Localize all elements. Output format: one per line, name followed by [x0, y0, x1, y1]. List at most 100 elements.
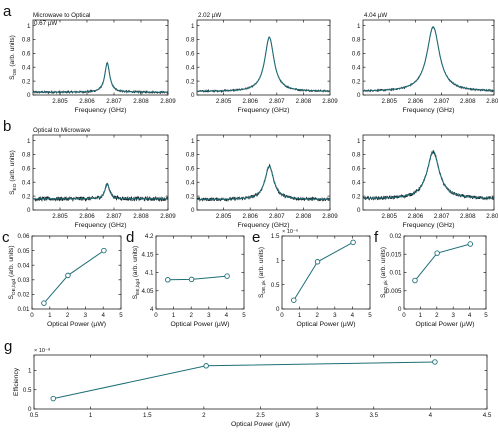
series-line [293, 241, 354, 301]
data-point [65, 272, 71, 279]
axis-exponent: × 10⁻⁶ [282, 228, 298, 235]
y-tick-label: 0.02 [17, 292, 30, 299]
y-tick-label: 0.6 [22, 166, 31, 173]
x-tick-label: 2.805 [216, 98, 232, 105]
axes-frame [362, 19, 495, 96]
y-tick-label: 1 [27, 23, 31, 30]
x-axis-label: Frequency (GHz) [402, 107, 454, 114]
x-tick-label: 2 [202, 412, 206, 419]
x-tick-label: 2.806 [79, 98, 95, 105]
y-tick-label: 0.8 [186, 37, 195, 44]
y-tick-label: 0.02 [389, 233, 402, 240]
x-tick-label: 2.805 [381, 98, 397, 105]
axes-frame [32, 134, 169, 211]
axes-frame [31, 235, 122, 310]
y-tick-label: 0.2 [352, 78, 361, 85]
y-tick-label: 0.4 [22, 179, 31, 186]
panel-letter: c [2, 229, 10, 246]
x-tick-label: 2.809 [160, 98, 176, 105]
x-tick-label: 3.5 [369, 412, 378, 419]
row-label: Microwave to Optical [33, 12, 90, 19]
y-tick-label: 0.6 [352, 51, 361, 58]
x-tick-label: 0 [154, 312, 158, 319]
x-tick-label: 3 [333, 312, 337, 319]
x-tick-label: 2.808 [133, 98, 149, 105]
y-tick-label: 0 [28, 406, 32, 413]
data-trace [32, 182, 169, 203]
x-tick-label: 5 [368, 312, 372, 319]
x-tick-label: 1.5 [143, 412, 152, 419]
x-tick-label: 2.805 [52, 98, 68, 105]
x-tick-label: 2.808 [460, 213, 476, 220]
x-tick-label: 4 [225, 312, 229, 319]
panel-c: 0 1 2 3 4 5 0.01 0.02 0.03 0.04 0.05 0.06 Optical Po… [2, 229, 123, 328]
y-tick-label: 0.2 [352, 193, 361, 200]
x-tick-label: 2.809 [160, 213, 176, 220]
data-point [432, 359, 438, 365]
y-tick-label: 0.6 [352, 166, 361, 173]
y-tick-label: 0.6 [22, 51, 31, 58]
x-tick-label: 2 [315, 312, 319, 319]
data-point [467, 241, 474, 247]
y-tick-label: 0.03 [17, 277, 30, 284]
x-tick-label: 2.805 [52, 213, 68, 220]
y-axis-label: SOE,pk (arb. units) [258, 247, 267, 298]
y-tick-label: 0.2 [22, 193, 31, 200]
panel-letter: f [374, 229, 379, 246]
y-tick-label: 0.2 [22, 78, 31, 85]
series-line [167, 275, 228, 281]
panel-e: 0 1 2 3 4 5 0 0.5 1 1.5 Optical Power (µW) SOE,pk (… [252, 228, 372, 328]
x-tick-label: 2.807 [269, 98, 285, 105]
x-tick-label: 1 [48, 312, 52, 319]
panel-f: 0 1 2 3 4 5 0 0.005 0.01 0.015 0.02 Optical Power (… [374, 229, 488, 328]
power-label: 0.67 µW [34, 20, 57, 27]
x-axis-label: Optical Power (µW) [415, 321, 474, 328]
axes-frame [33, 354, 488, 410]
x-tick-label: 3 [84, 312, 88, 319]
y-axis-label: Efficiency [13, 367, 20, 396]
x-axis-label: Frequency (GHz) [237, 222, 289, 229]
axes-frame [281, 235, 371, 310]
x-tick-label: 4 [429, 412, 433, 419]
y-tick-label: 1 [276, 258, 280, 265]
y-tick-label: 0.8 [352, 152, 361, 159]
y-tick-label: 0.4 [186, 179, 195, 186]
x-tick-label: 4 [101, 312, 105, 319]
data-point [165, 277, 171, 283]
x-tick-label: 2 [435, 312, 439, 319]
data-point [41, 300, 47, 306]
y-tick-label: 0 [357, 92, 361, 99]
panel-a3: 2.805 2.806 2.807 2.808 2.809 0 0.2 0.4 0.6 0.8 1 F… [352, 12, 498, 114]
panel-b1: 2.805 2.806 2.807 2.808 2.809 0 0.2 0.4 0.6 0.8 1 F… [3, 118, 176, 229]
row-label: Optical to Microwave [33, 127, 91, 134]
x-tick-label: 2.808 [460, 98, 476, 105]
series-line [53, 361, 435, 400]
y-tick-label: 1 [191, 23, 195, 30]
y-tick-label: 0.8 [352, 37, 361, 44]
y-tick-label: 0.8 [186, 152, 195, 159]
fit-curve [33, 62, 168, 93]
y-tick-label: 4 [150, 306, 154, 313]
data-point [434, 250, 440, 256]
panel-a2: 2.805 2.806 2.807 2.808 2.809 0 0.2 0.4 0.6 0.8 1 F… [186, 12, 338, 114]
x-tick-label: 2.809 [486, 98, 498, 105]
y-tick-label: 0.4 [22, 64, 31, 71]
y-tick-label: 1 [357, 23, 361, 30]
y-tick-label: 1.5 [271, 233, 280, 240]
series-line [43, 250, 105, 304]
x-axis-label: Frequency (GHz) [74, 222, 126, 229]
data-point [412, 277, 418, 284]
panel-a1: 2.805 2.806 2.807 2.808 2.809 0 0.2 0.4 0.6 0.8 1 F… [3, 3, 176, 114]
x-tick-label: 2.806 [79, 213, 95, 220]
y-tick-label: 0.6 [186, 51, 195, 58]
x-tick-label: 2.807 [106, 98, 122, 105]
y-tick-label: 0.4 [186, 64, 195, 71]
x-tick-label: 1 [89, 412, 93, 419]
data-point [203, 363, 209, 369]
y-tick-label: 4.05 [141, 288, 154, 295]
axes-frame [196, 134, 331, 211]
x-tick-label: 5 [484, 312, 488, 319]
x-tick-label: 4 [468, 312, 472, 319]
